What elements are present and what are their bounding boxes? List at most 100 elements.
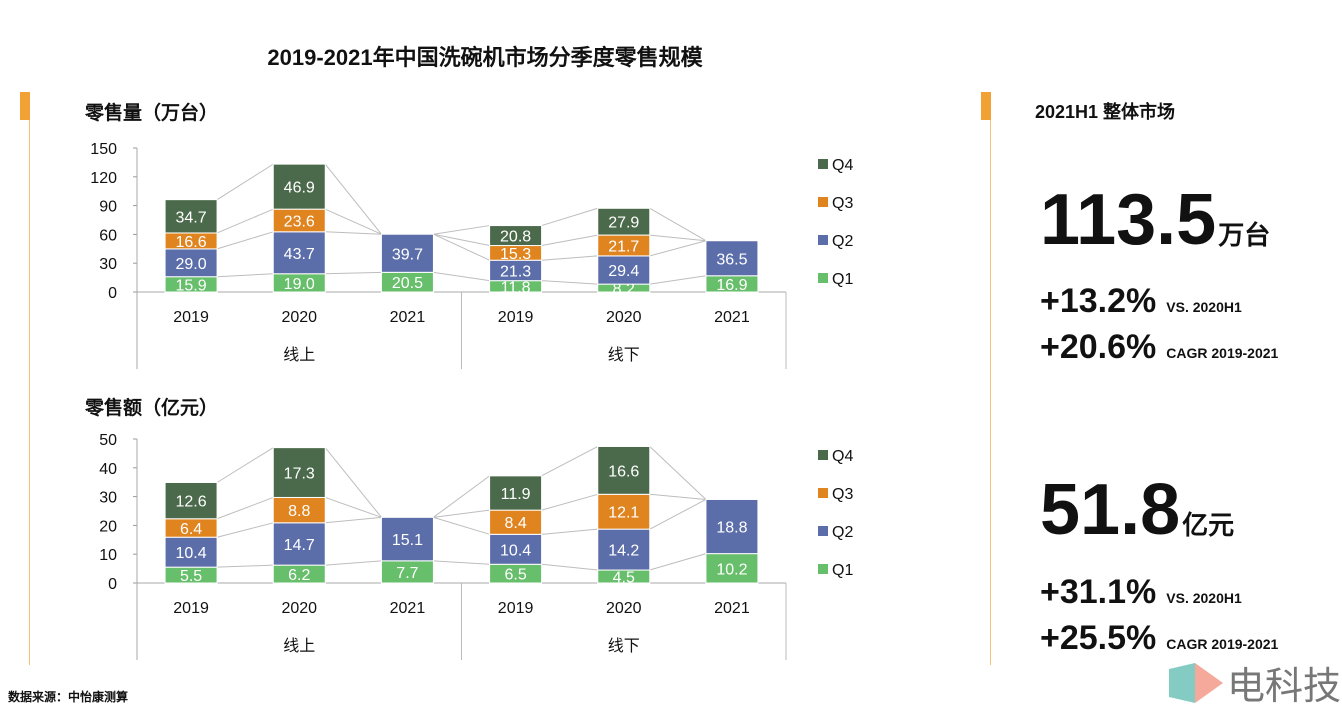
volume-bar-label: 39.7 — [392, 246, 423, 263]
volume-connector-line — [649, 207, 707, 242]
volume-bar-q4 — [597, 207, 651, 236]
revenue-connector-line — [325, 560, 382, 566]
volume-group-label: 线下 — [608, 346, 640, 364]
volume-growth-yoy: +13.2% VS. 2020H1 — [1040, 284, 1242, 318]
revenue-bar-label: 10.4 — [176, 545, 207, 562]
volume-bar-q4 — [272, 163, 326, 210]
revenue-ytick-label: 30 — [99, 490, 117, 507]
volume-connector-line — [541, 207, 598, 227]
revenue-bar-label: 16.6 — [608, 463, 639, 480]
revenue-category-label: 2019 — [173, 600, 209, 617]
watermark-logo-icon — [1169, 663, 1223, 703]
revenue-connector-line — [324, 447, 382, 518]
revenue-connector-line — [325, 516, 382, 524]
right-divider-line — [990, 120, 991, 665]
volume-connector-line — [325, 271, 382, 275]
revenue-bar-label: 15.1 — [392, 532, 423, 549]
volume-connector-line — [216, 231, 274, 250]
revenue-bar-label: 14.7 — [284, 537, 315, 554]
volume-bar-label: 43.7 — [284, 246, 315, 263]
volume-bar-label: 21.7 — [608, 238, 639, 255]
data-source-note: 数据来源：中怡康测算 — [8, 690, 129, 704]
revenue-bar-label: 5.5 — [180, 568, 202, 585]
volume-growth-yoy-label: VS. 2020H1 — [1166, 299, 1242, 315]
revenue-bar-label: 8.8 — [288, 503, 310, 520]
revenue-legend-swatch-q3 — [818, 488, 828, 498]
revenue-legend-swatch-q4 — [818, 450, 828, 460]
volume-bar-label: 29.0 — [176, 256, 207, 273]
revenue-category-label: 2020 — [606, 600, 642, 617]
revenue-bar-label: 12.6 — [176, 494, 207, 511]
revenue-ytick-label: 10 — [99, 547, 117, 564]
revenue-category-label: 2019 — [498, 600, 534, 617]
revenue-bar-label: 6.5 — [504, 567, 526, 584]
volume-growth-cagr-label: CAGR 2019-2021 — [1166, 345, 1279, 361]
revenue-legend-label: Q3 — [832, 486, 853, 503]
volume-bar-label: 21.3 — [500, 263, 531, 280]
volume-bar-label: 19.0 — [284, 276, 315, 293]
volume-chart-title: 零售量（万台） — [85, 103, 219, 124]
revenue-bar-label: 8.4 — [504, 515, 526, 532]
volume-ytick-label: 60 — [99, 227, 117, 244]
revenue-bar-q2 — [380, 516, 434, 562]
revenue-total: 51.8亿元 — [1040, 474, 1234, 546]
volume-legend-label: Q2 — [832, 233, 853, 250]
revenue-growth-cagr-value: +25.5% — [1040, 619, 1157, 657]
revenue-connector-line — [433, 516, 490, 535]
revenue-connector-line — [216, 522, 274, 538]
revenue-bar-label: 10.4 — [500, 542, 531, 559]
revenue-bar-q4 — [597, 445, 651, 495]
volume-bar-q2 — [705, 240, 759, 277]
revenue-connector-line — [649, 446, 707, 500]
volume-connector-line — [433, 225, 490, 235]
volume-connector-line — [541, 255, 598, 261]
revenue-bar-label: 10.2 — [716, 561, 747, 578]
revenue-bar-q4 — [489, 475, 543, 511]
volume-bar-label: 8.2 — [613, 281, 635, 298]
volume-connector-line — [216, 163, 274, 201]
revenue-bar-q2 — [597, 528, 651, 571]
volume-ytick-label: 150 — [90, 141, 117, 158]
revenue-connector-line — [433, 560, 490, 565]
volume-legend-swatch-q3 — [818, 197, 828, 207]
volume-bar-label: 34.7 — [176, 209, 207, 226]
revenue-connector-line — [541, 446, 598, 477]
revenue-ytick-label: 20 — [99, 518, 117, 535]
charts-canvas: 0 30 60 90 120 150 15.9 29.0 16.6 34.7 2019 19.0 43.… — [90, 141, 853, 660]
revenue-connector-line — [433, 509, 490, 518]
volume-bar-label: 15.3 — [500, 246, 531, 263]
revenue-bar-label: 18.8 — [716, 520, 747, 537]
volume-ytick-label: 120 — [90, 170, 117, 187]
volume-connector-line — [649, 275, 707, 285]
volume-connector-line — [216, 208, 274, 234]
revenue-bar-label: 12.1 — [608, 505, 639, 522]
volume-bar-label: 20.5 — [392, 275, 423, 292]
volume-total: 113.5万台 — [1040, 184, 1270, 256]
revenue-category-label: 2021 — [390, 600, 426, 617]
volume-total-unit: 万台 — [1218, 220, 1271, 250]
volume-connector-line — [649, 240, 707, 257]
volume-category-label: 2021 — [714, 309, 750, 326]
volume-growth-cagr-value: +20.6% — [1040, 328, 1157, 366]
revenue-connector-line — [541, 493, 598, 511]
volume-total-value: 113.5 — [1040, 180, 1217, 260]
volume-bar-label: 11.8 — [501, 279, 531, 296]
revenue-bar-label: 7.7 — [396, 565, 418, 582]
revenue-bar-q2 — [489, 533, 543, 565]
volume-connector-line — [433, 271, 490, 282]
volume-connector-line — [217, 273, 274, 278]
revenue-legend-label: Q4 — [832, 448, 853, 465]
volume-connector-line — [325, 231, 382, 235]
volume-bar-q2 — [380, 233, 434, 273]
revenue-connector-line — [541, 563, 598, 571]
volume-ytick-label: 0 — [108, 285, 117, 302]
revenue-ytick-label: 50 — [99, 432, 117, 449]
volume-bar-label: 15.9 — [176, 277, 207, 294]
left-divider-line — [29, 120, 30, 665]
revenue-bar-q2 — [272, 522, 326, 566]
volume-connector-line — [649, 234, 706, 242]
volume-bar-q2 — [597, 255, 651, 285]
revenue-bar-q2 — [705, 498, 759, 555]
revenue-group-label: 线下 — [608, 637, 640, 655]
volume-bar-label: 27.9 — [608, 215, 639, 232]
